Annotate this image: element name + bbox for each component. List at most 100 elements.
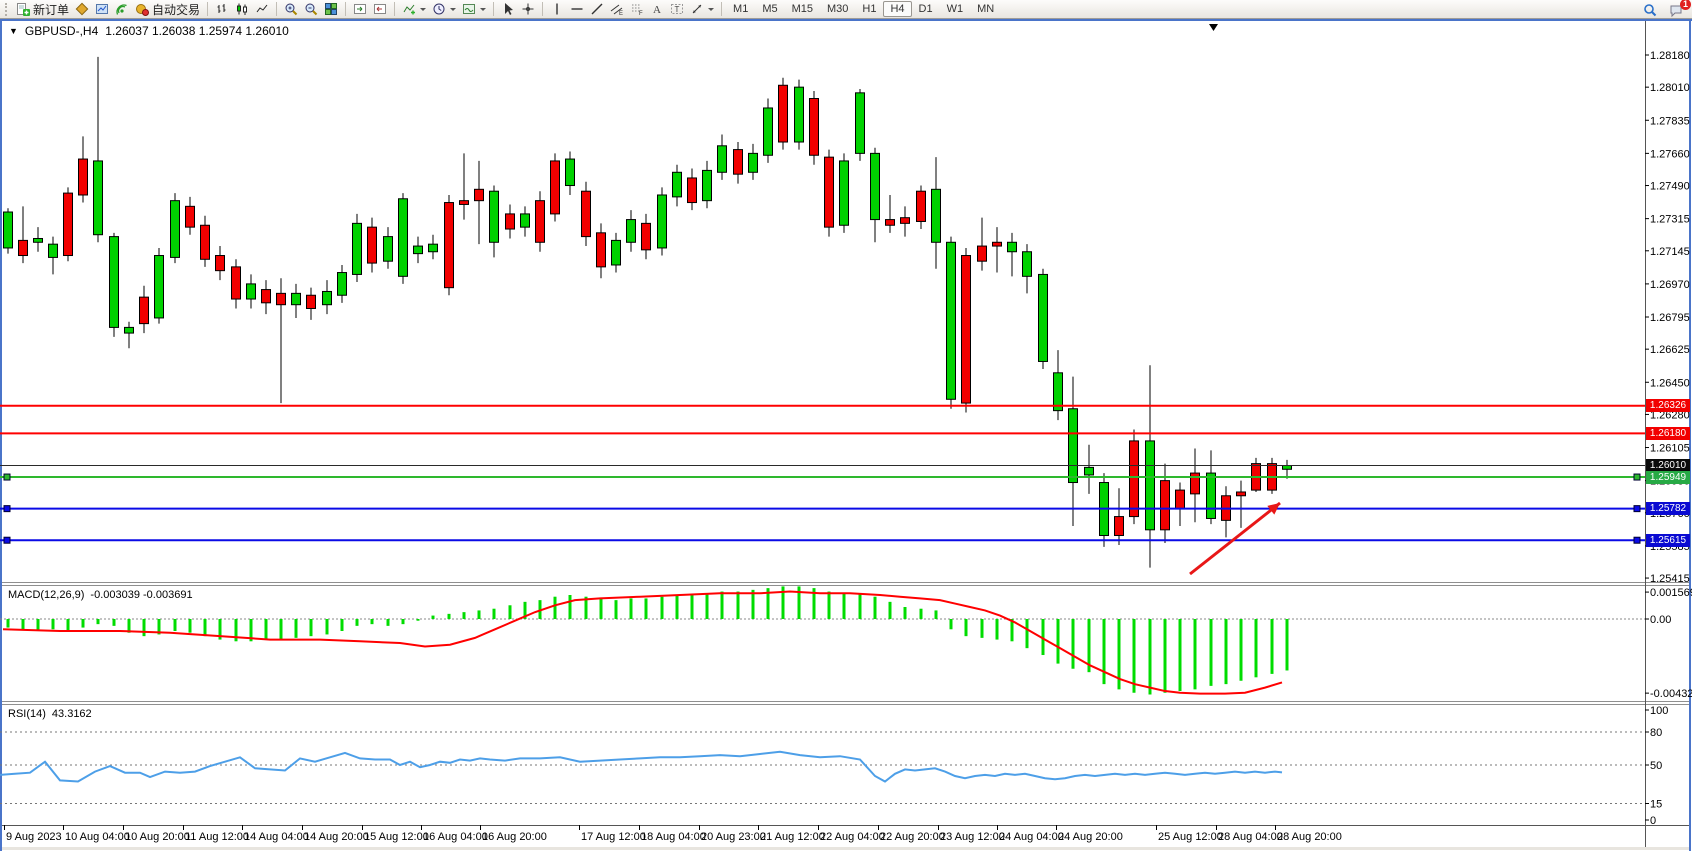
rsi-axis-label: 50 [1650, 760, 1662, 772]
signal-icon [116, 4, 127, 15]
candle-body [200, 224, 210, 260]
timeframe-m15-button[interactable]: M15 [791, 3, 813, 15]
rsi-axis-label: 80 [1650, 727, 1662, 739]
hline-handle[interactable] [1633, 505, 1641, 513]
time-tick-label: 20 Aug 23:00 [701, 831, 766, 843]
price-tick-label: 1.27145 [1650, 246, 1690, 258]
auto-scroll-icon [354, 4, 367, 14]
price-tick-label: 1.27835 [1650, 115, 1690, 127]
chart-object-marker[interactable] [1209, 24, 1218, 31]
tile-windows-button[interactable] [321, 1, 341, 18]
timeframe-d1-button[interactable]: D1 [918, 3, 933, 15]
fibonacci-button[interactable]: F [627, 1, 647, 18]
templates-button[interactable] [459, 1, 489, 18]
candle-body [322, 290, 332, 306]
candle-body [839, 160, 849, 226]
price-tick-label: 1.26795 [1650, 312, 1690, 324]
hline-handle[interactable] [3, 536, 11, 544]
candle-body [398, 198, 408, 277]
candle-body [1114, 516, 1124, 536]
toolbar-separator [493, 2, 495, 16]
candle-body [505, 213, 515, 230]
price-tick-label: 1.28180 [1650, 50, 1690, 62]
candle-body [124, 326, 134, 334]
trendline-icon [591, 3, 603, 15]
text-label-button[interactable]: T [667, 1, 687, 18]
equidistant-channel-button[interactable]: E [607, 1, 627, 18]
candle-chart-button[interactable] [232, 1, 252, 18]
timeframe-m1-button[interactable]: M1 [733, 3, 749, 15]
market-watch-button[interactable] [92, 1, 112, 18]
timeframe-h4-button[interactable]: H4 [883, 1, 912, 17]
line-chart-icon [256, 4, 268, 13]
zoom-out-button[interactable] [301, 1, 321, 18]
line-chart-button[interactable] [252, 1, 272, 18]
candle-body [946, 241, 956, 400]
time-tick-label: 24 Aug 04:00 [999, 831, 1064, 843]
text-icon: A [653, 4, 661, 16]
cursor-button[interactable] [498, 1, 518, 18]
svg-text:A: A [653, 4, 661, 16]
time-tick-label: 28 Aug 20:00 [1277, 831, 1342, 843]
candle-body [489, 190, 499, 243]
trend-arrow-line[interactable] [1189, 501, 1281, 576]
trendline-button[interactable] [587, 1, 607, 18]
candle-body [748, 152, 758, 173]
timeframe-m30-button[interactable]: M30 [827, 3, 849, 15]
periods-button[interactable] [429, 1, 459, 18]
chart-title: ▼ GBPUSD-,H4 1.26037 1.26038 1.25974 1.2… [9, 24, 289, 38]
auto-trading-button[interactable]: 自动交易 [132, 1, 203, 18]
timeframe-mn-button[interactable]: MN [977, 3, 995, 15]
candle-body [1236, 491, 1246, 497]
hline-handle[interactable] [1633, 536, 1641, 544]
price-tick-label: 1.28010 [1650, 82, 1690, 94]
indicators-button[interactable] [399, 1, 429, 18]
candle-body [1022, 251, 1032, 277]
crosshair-icon [522, 3, 534, 15]
price-tick-label: 1.26450 [1650, 377, 1690, 389]
search-button[interactable] [1640, 1, 1660, 18]
hline-button[interactable] [567, 1, 587, 18]
hline-handle[interactable] [3, 505, 11, 513]
price-tick-label: 1.26970 [1650, 279, 1690, 291]
candle-body [717, 145, 727, 173]
signal-button[interactable] [112, 1, 132, 18]
zoom-in-button[interactable] [281, 1, 301, 18]
macd-signal-line [2, 590, 1283, 695]
price-tick-label: 1.27490 [1650, 181, 1690, 193]
hline-handle[interactable] [3, 473, 11, 481]
new-order-button[interactable]: 新订单 [13, 1, 72, 18]
candle-body [291, 292, 301, 306]
auto-scroll-button[interactable] [350, 1, 370, 18]
candle-body [246, 283, 256, 300]
timeframe-w1-button[interactable]: W1 [946, 3, 964, 15]
hline-icon [571, 8, 583, 10]
chart-collapse-icon[interactable]: ▼ [9, 26, 18, 36]
candle-body [641, 222, 651, 251]
candle-body [778, 84, 788, 143]
toolbar-grip[interactable] [5, 2, 10, 16]
candle-body [794, 86, 804, 143]
dropdown-caret-icon [708, 7, 715, 11]
vline-button[interactable] [547, 1, 567, 18]
macd-axis-label: 0.00 [1650, 614, 1671, 626]
hline-handle[interactable] [1633, 473, 1641, 481]
chart-symbol-period: GBPUSD-,H4 [24, 24, 99, 38]
candle-body [931, 188, 941, 243]
arrows-button[interactable] [687, 1, 717, 18]
market-watch-icon [96, 4, 109, 14]
timeframe-m5-button[interactable]: M5 [762, 3, 778, 15]
candle-body [672, 171, 682, 198]
bar-chart-button[interactable] [212, 1, 232, 18]
crosshair-button[interactable] [518, 1, 538, 18]
indicators-icon [403, 4, 416, 15]
price-tick-label: 1.26105 [1650, 443, 1690, 455]
text-button[interactable]: A [647, 1, 667, 18]
chart-shift-button[interactable] [370, 1, 390, 18]
toolbox-button[interactable] [72, 1, 92, 18]
notifications-button[interactable]: 1 [1666, 0, 1691, 18]
rsi-axis-label: 15 [1650, 799, 1662, 811]
timeframe-h1-button[interactable]: H1 [862, 3, 877, 15]
candle-chart-icon [237, 3, 248, 15]
